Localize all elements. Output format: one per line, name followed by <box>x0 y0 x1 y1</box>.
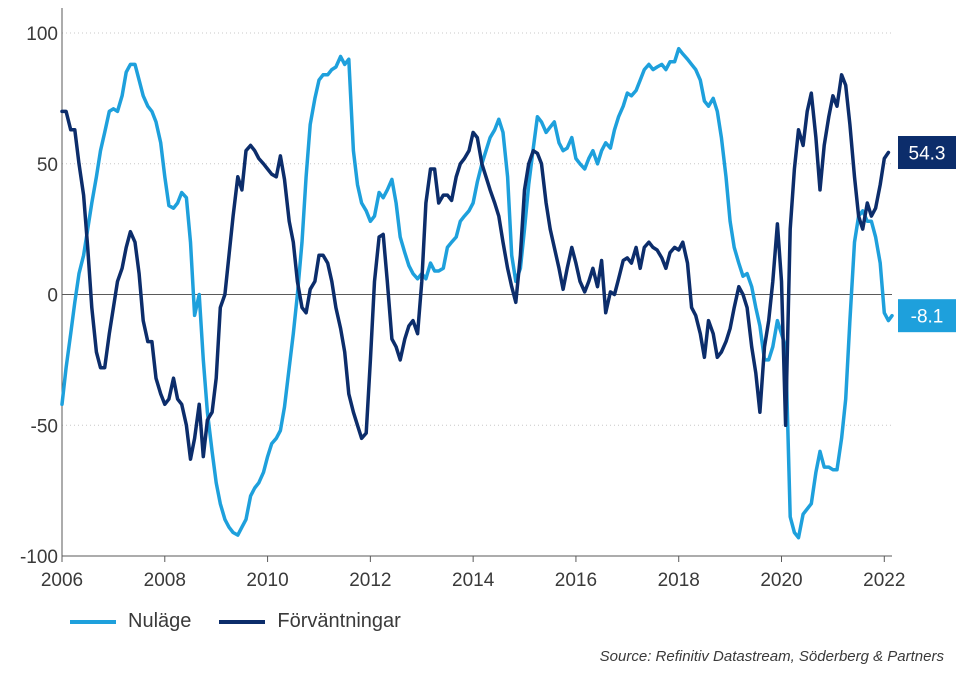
end-label-box-forvantningar <box>898 136 956 170</box>
legend-item-nulage: Nuläge <box>70 610 191 633</box>
y-tick-label: -100 <box>20 547 58 568</box>
end-label-box-nulage <box>898 299 956 333</box>
x-tick-label: 2014 <box>452 570 495 591</box>
x-tick-label: 2010 <box>246 570 288 591</box>
y-axis-ticks: 100 50 0 -50 -100 <box>20 24 58 568</box>
y-tick-label: -50 <box>31 416 58 437</box>
x-tick-label: 2020 <box>760 570 802 591</box>
x-tick-label: 2016 <box>555 570 597 591</box>
gridlines <box>62 32 892 426</box>
legend-swatch-forvantningar <box>219 619 266 624</box>
series-line-nulage <box>60 46 894 540</box>
legend-swatch-nulage <box>70 619 116 624</box>
legend: Nuläge Förväntningar <box>70 610 401 633</box>
end-label-nulage: -8.1 <box>911 307 944 328</box>
series-line-forvantningar <box>60 73 891 461</box>
source-note: Source: Refinitiv Datastream, Söderberg … <box>599 648 944 665</box>
y-tick-label: 0 <box>47 286 58 307</box>
x-axis: 2006 2008 2010 2012 2014 2016 2018 2020 2022 <box>41 8 905 591</box>
legend-label-nulage: Nuläge <box>128 610 192 632</box>
series-lines <box>60 46 894 540</box>
x-tick-label: 2022 <box>863 570 905 591</box>
y-tick-label: 100 <box>26 24 58 45</box>
legend-label-forvantningar: Förväntningar <box>277 610 401 632</box>
end-labels: -8.1 54.3 <box>898 136 956 333</box>
legend-item-forvantningar: Förväntningar <box>219 610 401 633</box>
y-tick-label: 50 <box>37 155 58 176</box>
x-tick-label: 2006 <box>41 570 83 591</box>
x-tick-label: 2008 <box>144 570 186 591</box>
x-tick-label: 2012 <box>349 570 391 591</box>
x-tick-label: 2018 <box>658 570 700 591</box>
end-label-forvantningar: 54.3 <box>909 144 946 165</box>
